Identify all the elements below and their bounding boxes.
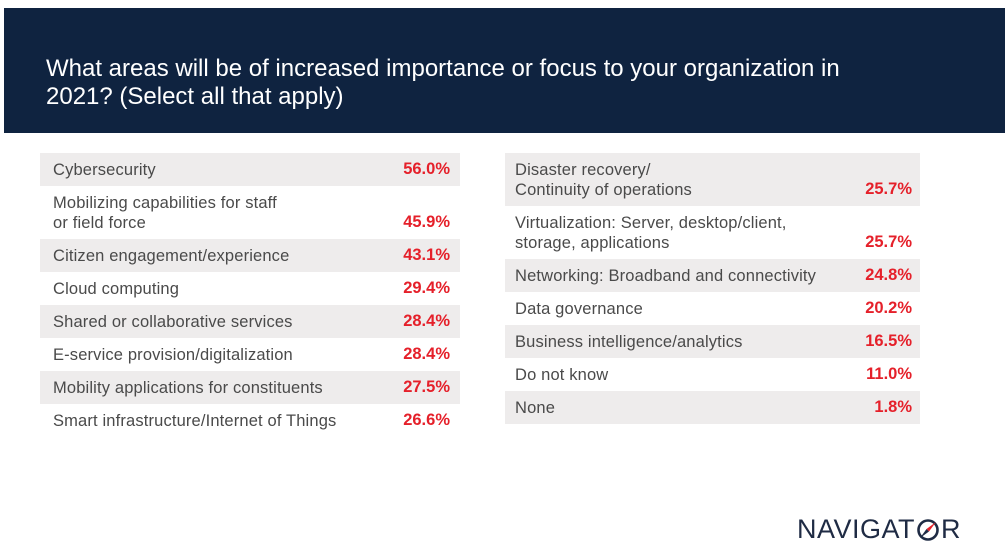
page-title: What areas will be of increased importan… [46, 55, 840, 110]
row-value: 24.8% [865, 266, 912, 284]
row-value: 28.4% [403, 345, 450, 363]
row-label: Do not know [515, 365, 609, 384]
table-row: Mobilizing capabilities for staff or fie… [40, 186, 460, 239]
row-label: E-service provision/digitalization [53, 345, 293, 364]
table-row: None 1.8% [505, 391, 920, 424]
table-row: Data governance 20.2% [505, 292, 920, 325]
row-value: 25.7% [865, 233, 912, 251]
row-value: 1.8% [874, 398, 912, 416]
table-row: Shared or collaborative services 28.4% [40, 305, 460, 338]
table-row: Networking: Broadband and connectivity 2… [505, 259, 920, 292]
table-row: Smart infrastructure/Internet of Things … [40, 404, 460, 437]
row-value: 25.7% [865, 180, 912, 198]
compass-o-icon [916, 518, 940, 542]
row-value: 11.0% [866, 365, 912, 383]
row-label: Business intelligence/analytics [515, 332, 743, 351]
results-table-left: Cybersecurity 56.0% Mobilizing capabilit… [40, 153, 460, 437]
row-label: Shared or collaborative services [53, 312, 293, 331]
header-banner: What areas will be of increased importan… [4, 8, 1005, 133]
table-row: Citizen engagement/experience 43.1% [40, 239, 460, 272]
row-label: Cybersecurity [53, 160, 156, 179]
table-row: Virtualization: Server, desktop/client, … [505, 206, 920, 259]
table-row: Mobility applications for constituents 2… [40, 371, 460, 404]
row-label: Networking: Broadband and connectivity [515, 266, 817, 285]
results-table-right: Disaster recovery/ Continuity of operati… [505, 153, 920, 424]
row-label: Citizen engagement/experience [53, 246, 290, 265]
table-row: E-service provision/digitalization 28.4% [40, 338, 460, 371]
row-label: Smart infrastructure/Internet of Things [53, 411, 337, 430]
row-value: 45.9% [403, 213, 450, 231]
logo-text-start: NAVIGAT [797, 513, 916, 544]
row-value: 29.4% [403, 279, 450, 297]
table-row: Business intelligence/analytics 16.5% [505, 325, 920, 358]
logo-text-end: R [941, 513, 962, 544]
row-label: Cloud computing [53, 279, 180, 298]
row-label: Disaster recovery/ Continuity of operati… [515, 160, 692, 199]
row-label: Virtualization: Server, desktop/client, … [515, 213, 787, 252]
row-label: None [515, 398, 556, 417]
row-label: Data governance [515, 299, 643, 318]
row-value: 27.5% [403, 378, 450, 396]
row-label: Mobilizing capabilities for staff or fie… [53, 193, 277, 232]
row-value: 26.6% [403, 411, 450, 429]
row-value: 20.2% [865, 299, 912, 317]
table-row: Disaster recovery/ Continuity of operati… [505, 153, 920, 206]
row-value: 56.0% [403, 160, 450, 178]
row-value: 28.4% [403, 312, 450, 330]
row-value: 16.5% [865, 332, 912, 350]
navigator-logo: NAVIGAT R [797, 512, 961, 546]
row-value: 43.1% [403, 246, 450, 264]
table-row: Do not know 11.0% [505, 358, 920, 391]
table-row: Cybersecurity 56.0% [40, 153, 460, 186]
table-row: Cloud computing 29.4% [40, 272, 460, 305]
row-label: Mobility applications for constituents [53, 378, 323, 397]
